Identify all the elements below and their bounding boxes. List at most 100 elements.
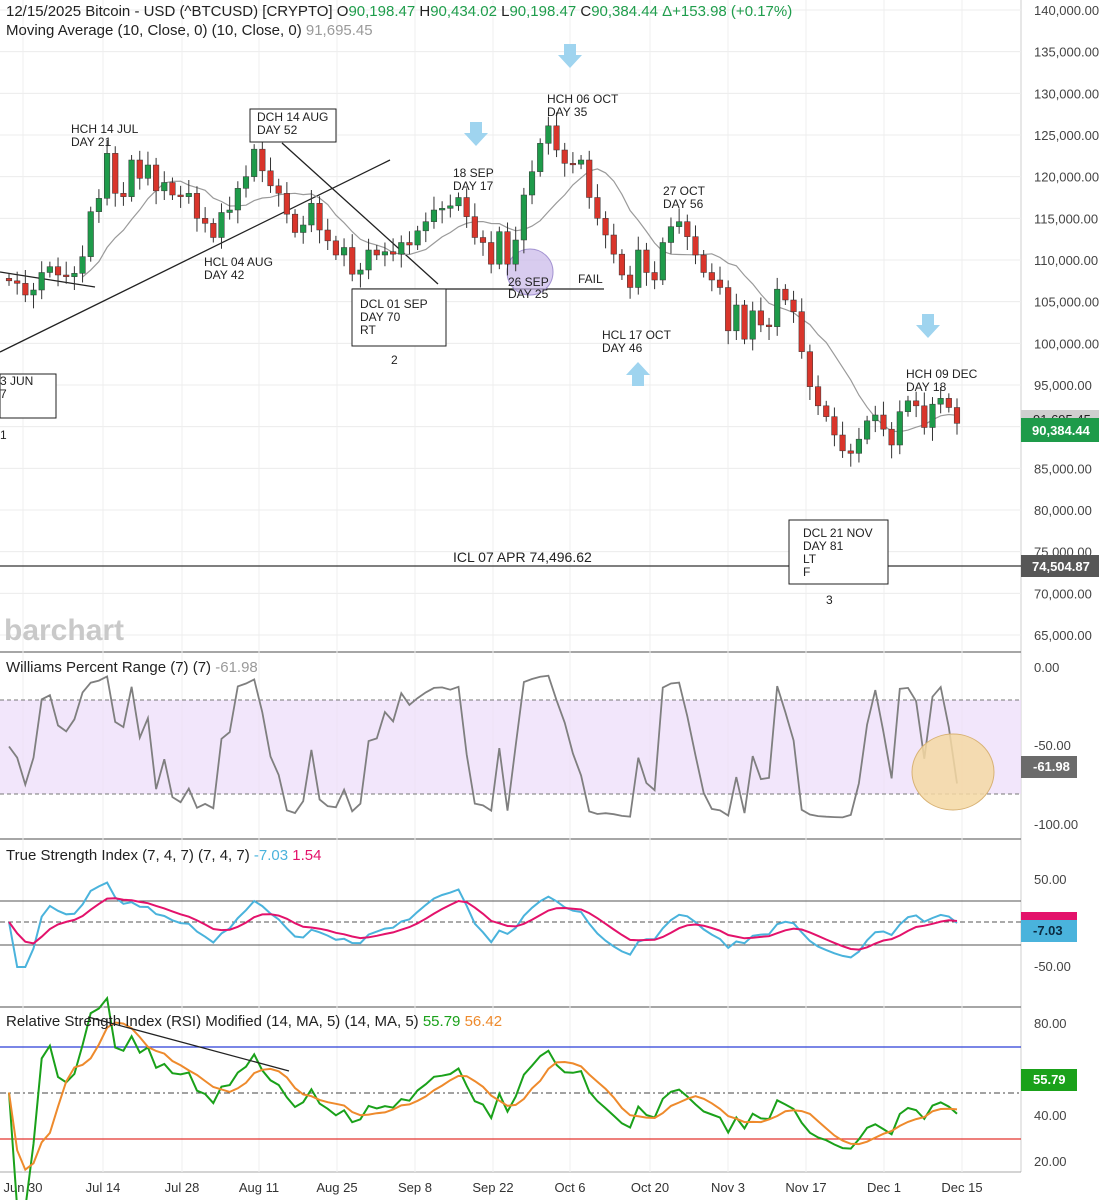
candle-body [504, 231, 511, 265]
price-tick-label: 65,000.00 [1034, 628, 1092, 643]
candle-body [855, 438, 862, 454]
candle-body [627, 274, 634, 288]
candle-body [275, 185, 282, 194]
rsi-ma-path [8, 1021, 958, 1172]
date-axis: Jun 30 Jul 14 Jul 28 Aug 11 Aug 25 Sep 8 Sep 2… [3, 1180, 982, 1195]
indicator-tick-label: -50.00 [1034, 738, 1071, 753]
icl-label: ICL 07 APR 74,496.62 [453, 549, 592, 565]
candle-body [806, 351, 813, 387]
williams-line [8, 674, 958, 819]
candle-body [5, 278, 13, 282]
candle-body [700, 254, 707, 273]
rsi-lines [8, 995, 958, 1200]
horizontal-gridlines [0, 9, 1021, 636]
candle-body [823, 405, 830, 417]
ma-path [82, 168, 958, 433]
candle-body [349, 247, 356, 275]
candle-body [381, 251, 388, 256]
hch-jul-line1: HCH 14 JUL [71, 122, 139, 136]
indicator-axis-ticks: 0.00 -50.00 -100.00 50.00 -50.00 80.00 40.00 20… [1034, 660, 1078, 1169]
open-label: O [336, 3, 349, 20]
price-tick-label: 135,000.00 [1034, 45, 1099, 60]
fail-label: FAIL [578, 272, 603, 286]
date-tick-label: Jul 28 [165, 1180, 200, 1195]
candle-body [439, 208, 446, 211]
candle-body [839, 434, 846, 452]
date-tick-label: Jul 14 [86, 1180, 121, 1195]
candle-body [896, 411, 903, 446]
rsi-legend: Relative Strength Index (RSI) Modified (… [6, 1013, 502, 1030]
icl-price-badge [1021, 555, 1099, 577]
candle-body [602, 218, 609, 236]
candle-body [46, 266, 53, 273]
candle-body [63, 274, 70, 277]
ma-legend-value: 91,695.45 [305, 22, 373, 39]
williams-path [8, 674, 958, 819]
dcl-nov-box [788, 519, 889, 585]
candle-body [120, 193, 127, 197]
dch-aug-line1: DCH 14 AUG [257, 110, 328, 124]
dcl-nov-line3: LT [803, 552, 817, 566]
indicator-tick-label: 20.00 [1034, 1154, 1067, 1169]
rsi-trendline [87, 1016, 290, 1072]
wave-number-2: 2 [391, 353, 398, 367]
candle-body [406, 242, 413, 246]
open-value: 90,198.47 [348, 3, 416, 20]
price-tick-label: 105,000.00 [1034, 295, 1099, 310]
candle-body [218, 212, 225, 238]
candle-body [308, 203, 315, 226]
dcl-sep-box [351, 288, 447, 347]
candle-body [578, 159, 585, 165]
oct27-line1: 27 OCT [663, 184, 706, 198]
candle-body [872, 414, 879, 422]
candle-body [676, 221, 683, 227]
candle-body [22, 283, 29, 296]
date-tick-label: Oct 6 [554, 1180, 585, 1195]
last-price-badge [1021, 418, 1099, 442]
y-axis-area [1021, 0, 1106, 1200]
ma-legend: Moving Average (10, Close, 0) (10, Close… [6, 22, 373, 39]
icl-price-badge-text: 74,504.87 [1032, 559, 1090, 574]
tsi-value-badge-text: -7.03 [1033, 923, 1063, 938]
tsi-title: True Strength Index (7, 4, 7) (7, 4, 7) [6, 847, 250, 864]
candle-body [14, 280, 21, 284]
candle-body [267, 170, 274, 187]
candle-body [430, 209, 438, 222]
high-label: H [419, 3, 431, 20]
candle-body [586, 159, 593, 198]
candle-body [921, 405, 928, 428]
hcl-oct-line2: DAY 46 [602, 341, 643, 355]
candle-body [357, 269, 364, 275]
williams-legend-value: -61.98 [215, 659, 258, 676]
date-tick-label: Nov 3 [711, 1180, 745, 1195]
candle-body [316, 203, 323, 231]
indicator-tick-label: 40.00 [1034, 1108, 1067, 1123]
candle-body [528, 171, 536, 196]
candle-body [251, 148, 258, 177]
dcl-sep-line1: DCL 01 SEP [360, 297, 428, 311]
candle-body [300, 224, 307, 233]
wave-number-3: 3 [826, 593, 833, 607]
williams-legend: Williams Percent Range (7) (7) -61.98 [6, 659, 258, 676]
header-symbol: Bitcoin - USD (^BTCUSD) [CRYPTO] [85, 3, 333, 20]
jun-box-line1: 3 JUN [0, 374, 33, 388]
trendline-left [0, 271, 96, 288]
moving-average-line [82, 168, 958, 433]
tsi-lines [8, 881, 958, 968]
candle-body [488, 242, 495, 265]
chart-header: 12/15/2025 Bitcoin - USD (^BTCUSD) [CRYP… [6, 3, 792, 20]
price-tick-label: 125,000.00 [1034, 128, 1099, 143]
down-arrow-icon [916, 314, 940, 338]
date-tick-label: Dec 1 [867, 1180, 901, 1195]
date-tick-label: Nov 17 [785, 1180, 826, 1195]
date-tick-label: Aug 25 [316, 1180, 357, 1195]
indicator-tick-label: 50.00 [1034, 872, 1067, 887]
barchart-logo: barchart [4, 614, 124, 647]
tsi-legend: True Strength Index (7, 4, 7) (7, 4, 7) … [6, 847, 321, 864]
candle-body [790, 299, 797, 312]
hch-oct-line2: DAY 35 [547, 105, 588, 119]
candle-body [112, 153, 119, 194]
candle-body [847, 450, 854, 454]
candle-body [937, 398, 944, 405]
rsi-value-badge-text: 55.79 [1033, 1072, 1066, 1087]
